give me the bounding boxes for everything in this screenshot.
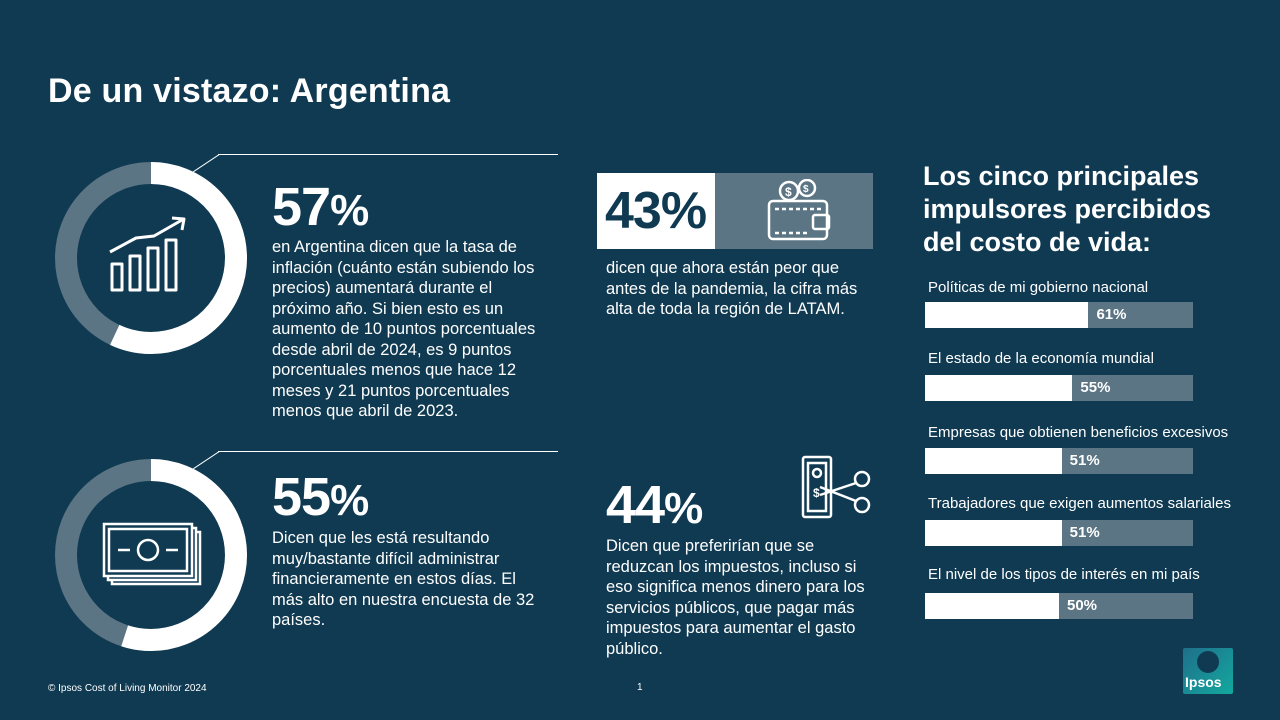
svg-text:$: $ [813, 486, 820, 500]
svg-text:$: $ [785, 185, 792, 199]
driver-bar-fill [925, 520, 1062, 546]
stat2-text: Dicen que les está resultando muy/bastan… [272, 529, 535, 629]
logo-text: Ipsos [1185, 674, 1222, 690]
driver-bar: 51% [925, 520, 1193, 546]
page-title: De un vistazo: Argentina [48, 72, 451, 110]
driver-bar-fill [925, 302, 1089, 328]
stat1-text: en Argentina dicen que la tasa de inflac… [272, 238, 536, 420]
driver-label: El nivel de los tipos de interés en mi p… [928, 566, 1200, 583]
stat3-value: 43% [605, 182, 707, 240]
donut-stat2 [54, 458, 248, 652]
stat1-value: 57% [272, 177, 369, 237]
cut-money-icon: $ [800, 455, 874, 524]
driver-bar-value: 51% [1069, 452, 1100, 469]
driver-label: Empresas que obtienen beneficios excesiv… [928, 424, 1229, 441]
driver-bar: 51% [925, 448, 1193, 474]
drivers-title: Los cinco principales impulsores percibi… [923, 161, 1212, 257]
donut-stat1 [54, 161, 248, 355]
donut-arc [55, 459, 247, 651]
driver-bar-value: 50% [1067, 597, 1098, 614]
svg-text:$: $ [803, 184, 809, 195]
driver-bar-fill [925, 593, 1059, 619]
driver-bar: 50% [925, 593, 1193, 619]
stat3-box: 43% $ $ [597, 173, 873, 249]
driver-label: Trabajadores que exigen aumentos salaria… [928, 495, 1231, 512]
driver-bar: 55% [925, 375, 1193, 401]
stat4-value: 44% [606, 475, 703, 535]
driver-bar-value: 51% [1069, 524, 1100, 541]
diagonal-connector [189, 153, 221, 179]
wallet-icon: $ $ [767, 178, 833, 248]
stat2-value: 55% [272, 467, 369, 527]
driver-label: Políticas de mi gobierno nacional [928, 279, 1149, 296]
driver-label: El estado de la economía mundial [928, 350, 1154, 367]
driver-bar-fill [925, 448, 1062, 474]
logo-mark [1197, 651, 1219, 673]
driver-bar-fill [925, 375, 1073, 401]
page-number: 1 [637, 682, 643, 693]
banknotes-icon [102, 522, 204, 593]
growth-chart-icon [106, 214, 190, 299]
stat3-text: dicen que ahora están peor que antes de … [606, 259, 858, 318]
stat4-text: Dicen que preferirían que se reduzcan lo… [606, 537, 865, 658]
donut-arc [55, 162, 247, 354]
divider-line [218, 451, 558, 452]
driver-bar-value: 61% [1096, 306, 1127, 323]
divider-line [218, 154, 558, 155]
driver-bar-value: 55% [1080, 379, 1111, 396]
diagonal-connector [189, 450, 221, 476]
copyright-footer: © Ipsos Cost of Living Monitor 2024 [48, 683, 207, 694]
driver-bar: 61% [925, 302, 1193, 328]
stat3-value-bg [597, 173, 715, 249]
ipsos-logo: Ipsos [1183, 648, 1233, 694]
